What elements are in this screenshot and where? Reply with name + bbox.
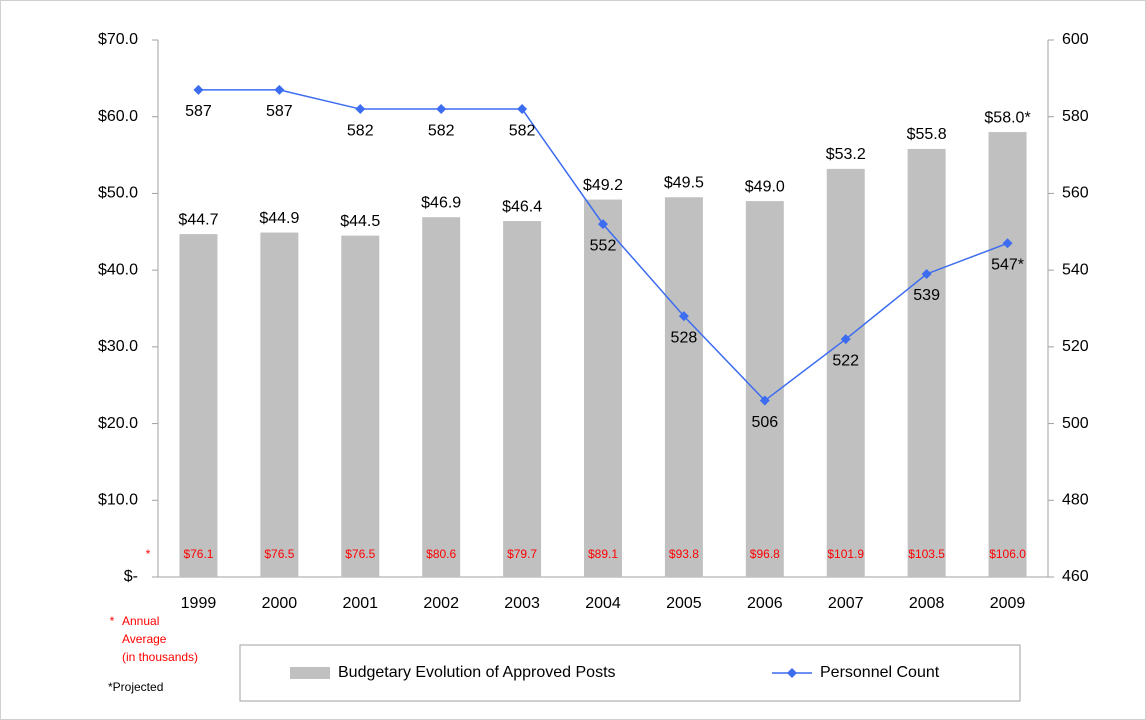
x-tick-label: 2006 — [747, 595, 783, 612]
x-tick-label: 2007 — [828, 595, 864, 612]
bar-label: $46.4 — [502, 198, 542, 215]
asterisk: * — [146, 547, 151, 561]
y-tick-label: $40.0 — [98, 261, 138, 278]
y-tick-label: $10.0 — [98, 492, 138, 509]
legend-label: Budgetary Evolution of Approved Posts — [338, 664, 616, 681]
marker — [355, 104, 366, 115]
marker — [840, 334, 851, 345]
bar-label: $55.8 — [907, 126, 947, 143]
bar — [584, 199, 622, 577]
annual-average-label: $96.8 — [750, 547, 780, 561]
annual-average-label: $101.9 — [827, 547, 864, 561]
annual-average-label: $106.0 — [989, 547, 1026, 561]
point-label: 587 — [185, 103, 212, 120]
x-tick-label: 2002 — [423, 595, 459, 612]
bar-label: $46.9 — [421, 194, 461, 211]
y2-tick-label: 520 — [1062, 338, 1089, 355]
bar — [260, 232, 299, 577]
marker — [193, 84, 204, 95]
annual-average-label: $103.5 — [908, 547, 945, 561]
x-tick-label: 2009 — [990, 595, 1026, 612]
bar-label: $44.9 — [259, 210, 299, 227]
bar-label: $44.5 — [340, 213, 380, 230]
y2-tick-label: 540 — [1062, 261, 1089, 278]
point-label: 582 — [428, 122, 455, 139]
point-label: 539 — [913, 287, 940, 304]
y-tick-label: $70.0 — [98, 31, 138, 48]
point-label: 522 — [832, 352, 859, 369]
marker — [1002, 238, 1013, 249]
y2-tick-label: 460 — [1062, 568, 1089, 585]
bar-label: $53.2 — [826, 146, 866, 163]
annual-average-label: $79.7 — [507, 547, 537, 561]
y-tick-label: $50.0 — [98, 185, 138, 202]
bar-label: $49.0 — [745, 178, 785, 195]
legend-label: Personnel Count — [820, 664, 940, 681]
x-tick-label: 2008 — [909, 595, 945, 612]
y-tick-label: $- — [124, 568, 138, 585]
bar — [988, 132, 1027, 578]
legend-box — [239, 644, 1021, 702]
y2-tick-label: 580 — [1062, 108, 1089, 125]
bar — [745, 201, 784, 577]
bar-label: $44.7 — [178, 211, 218, 228]
bar — [664, 197, 703, 577]
marker — [436, 104, 447, 115]
marker — [517, 104, 528, 115]
point-label: 582 — [509, 122, 536, 139]
bar — [422, 217, 461, 577]
annual-average-label: $76.1 — [183, 547, 213, 561]
point-label: 582 — [347, 122, 374, 139]
annual-average-label: $89.1 — [588, 547, 618, 561]
bar-label: $49.5 — [664, 174, 704, 191]
bar — [341, 235, 380, 577]
note: Average — [122, 632, 167, 646]
asterisk: * — [110, 614, 115, 628]
bar — [907, 148, 946, 578]
x-tick-label: 2000 — [262, 595, 298, 612]
y-tick-label: $30.0 — [98, 338, 138, 355]
x-tick-label: 1999 — [181, 595, 217, 612]
note: *Projected — [108, 680, 163, 694]
bar-label: $49.2 — [583, 177, 623, 194]
bar-label: $58.0* — [984, 109, 1030, 126]
point-label: 528 — [671, 329, 698, 346]
point-label: 552 — [590, 237, 617, 254]
point-label: 587 — [266, 103, 293, 120]
x-tick-label: 2004 — [585, 595, 621, 612]
y-tick-label: $20.0 — [98, 415, 138, 432]
y2-tick-label: 500 — [1062, 415, 1089, 432]
y2-tick-label: 600 — [1062, 31, 1089, 48]
note: (in thousands) — [122, 650, 198, 664]
marker — [598, 219, 608, 230]
x-tick-label: 2003 — [504, 595, 540, 612]
annual-average-label: $76.5 — [345, 547, 375, 561]
legend-marker — [787, 668, 797, 678]
legend-swatch — [290, 667, 330, 679]
point-label: 547* — [991, 257, 1024, 274]
x-tick-label: 2001 — [342, 595, 378, 612]
annual-average-label: $93.8 — [669, 547, 699, 561]
bar — [503, 221, 542, 577]
marker — [921, 268, 932, 279]
point-label: 506 — [751, 414, 778, 431]
y2-tick-label: 480 — [1062, 492, 1089, 509]
note: Annual — [122, 614, 159, 628]
y-tick-label: $60.0 — [98, 108, 138, 125]
marker — [678, 311, 689, 322]
annual-average-label: $80.6 — [426, 547, 456, 561]
y2-tick-label: 560 — [1062, 185, 1089, 202]
annual-average-label: $76.5 — [264, 547, 294, 561]
marker — [274, 84, 285, 95]
marker — [759, 395, 770, 406]
bar — [179, 234, 218, 577]
x-tick-label: 2005 — [666, 595, 702, 612]
bar — [826, 168, 865, 577]
